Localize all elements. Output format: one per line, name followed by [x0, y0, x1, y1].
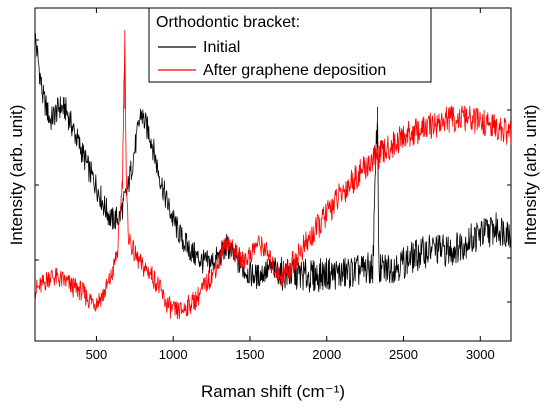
series-layer: [34, 30, 512, 320]
right-y-axis-title: Intensity (arb. unit): [521, 105, 540, 246]
series-line-after-graphene: [34, 30, 512, 320]
left-y-axis-title: Intensity (arb. unit): [7, 105, 26, 246]
x-tick-label: 2000: [312, 347, 341, 362]
x-tick-label: 2500: [389, 347, 418, 362]
legend-label-initial: Initial: [203, 39, 240, 56]
x-tick-label: 500: [86, 347, 108, 362]
legend: Orthodontic bracket: Initial After graph…: [148, 7, 432, 83]
x-axis-title: Raman shift (cm⁻¹): [201, 382, 345, 401]
x-tick-label: 1000: [159, 347, 188, 362]
x-tick-label: 3000: [466, 347, 495, 362]
y-axis-ticks: [35, 39, 511, 303]
legend-title: Orthodontic bracket:: [156, 14, 300, 31]
legend-label-after-graphene: After graphene deposition: [203, 62, 386, 79]
x-tick-label: 1500: [236, 347, 265, 362]
